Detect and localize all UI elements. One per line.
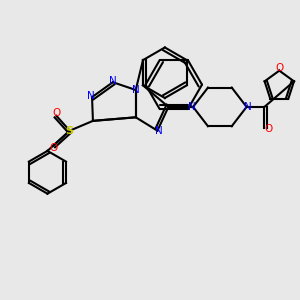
Text: O: O: [275, 63, 284, 73]
Text: N: N: [188, 102, 196, 112]
Text: N: N: [132, 85, 140, 95]
Text: O: O: [49, 143, 58, 153]
Text: N: N: [109, 76, 117, 86]
Text: O: O: [52, 108, 61, 118]
Text: N: N: [155, 126, 163, 136]
Text: N: N: [244, 102, 252, 112]
Text: N: N: [87, 91, 94, 100]
Text: S: S: [66, 126, 74, 136]
Text: O: O: [265, 124, 273, 134]
